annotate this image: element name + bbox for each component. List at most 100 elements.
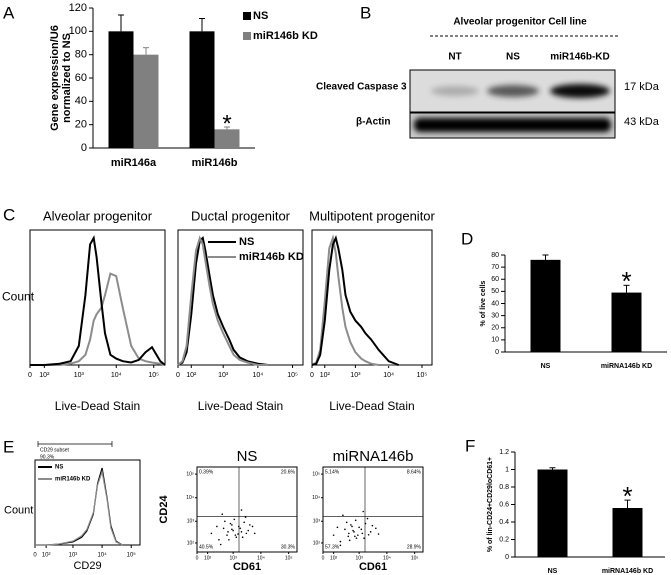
- y-tick-label: 40: [75, 95, 87, 107]
- dot: [371, 524, 374, 527]
- dot: [234, 534, 237, 536]
- y-tick-label: 10²: [313, 540, 321, 546]
- y-tick-label: 10²: [187, 540, 195, 546]
- dot: [357, 534, 359, 536]
- x-tick-label: 10⁵: [285, 555, 293, 561]
- dot: [354, 535, 356, 538]
- y-tick-label: 0.8: [499, 484, 509, 491]
- y-tick-label: 10³: [313, 519, 321, 525]
- dot: [228, 538, 230, 541]
- western-blot: Alveolar progenitor Cell line NT NS miR1…: [316, 17, 660, 139]
- dot: [251, 525, 254, 528]
- dot: [222, 527, 225, 530]
- x-tick-label: 10³: [74, 372, 85, 379]
- dot: [377, 533, 380, 535]
- dot: [226, 534, 228, 536]
- bar: [612, 508, 643, 557]
- dot: [218, 538, 220, 541]
- x-tick-label: 10²: [330, 555, 338, 561]
- y-tick-label: 50: [491, 288, 499, 295]
- histogram-line: [35, 469, 123, 546]
- y-axis-label: Count: [4, 504, 33, 516]
- y-tick-label: 0.2: [499, 536, 509, 543]
- panel-label: D: [461, 229, 473, 248]
- x-tick-label: 10³: [69, 553, 78, 559]
- panel-label: F: [465, 436, 475, 455]
- dot: [235, 536, 238, 539]
- x-tick-label: 10²: [42, 553, 51, 559]
- histogram-line: [30, 272, 166, 366]
- y-axis-label: Gene expression/U6: [49, 25, 61, 131]
- dot: [375, 527, 377, 530]
- quadrant-label: 8.64%: [407, 469, 422, 475]
- y-tick-label: 0: [505, 554, 509, 561]
- x-tick-label: 10³: [218, 372, 229, 379]
- x-tick-label: 0: [322, 555, 325, 561]
- y-tick-label: 10⁴: [312, 495, 320, 501]
- dot: [360, 528, 363, 531]
- dot: [233, 518, 236, 521]
- y-tick-label: 0.6: [499, 501, 509, 508]
- size-label: 43 kDa: [624, 116, 660, 128]
- bar: [108, 31, 134, 148]
- y-tick-label: 70: [491, 264, 499, 271]
- dot: [345, 521, 348, 524]
- legend-label: miR146b KD: [239, 251, 304, 263]
- x-tick-label: 10⁴: [383, 555, 391, 561]
- plot-title: Ductal progenitor: [191, 208, 291, 223]
- x-axis-label: CD29: [73, 560, 101, 572]
- y-tick-label: 1.2: [499, 449, 509, 456]
- row-label: Cleaved Caspase 3: [316, 82, 407, 93]
- legend-label: NS: [239, 236, 254, 248]
- dot: [240, 509, 243, 511]
- dot: [245, 532, 248, 535]
- x-tick-label: 10³: [230, 555, 238, 561]
- dot: [350, 524, 352, 526]
- legend-swatch: [243, 32, 251, 40]
- y-tick-label: 0: [81, 142, 87, 154]
- plot-frame: [311, 229, 433, 366]
- x-tick-label: miR146b: [192, 157, 238, 169]
- dot: [249, 524, 251, 526]
- y-axis-label: % of lin-CD24+CD29loCD61+: [487, 457, 494, 552]
- dot: [367, 533, 370, 536]
- y-axis-label: CD24: [158, 495, 170, 524]
- dot: [361, 532, 364, 535]
- y-tick-label: 10⁵: [312, 471, 320, 477]
- y-tick-label: 10⁵: [186, 471, 194, 477]
- y-tick-label: 1: [505, 466, 509, 473]
- dot: [362, 510, 364, 513]
- y-tick-label: 80: [75, 49, 87, 61]
- dot: [339, 544, 342, 547]
- y-tick-label: 40: [491, 300, 499, 307]
- dot: [240, 531, 243, 533]
- panel-label: A: [3, 3, 15, 22]
- y-tick-label: 0.4: [499, 519, 509, 526]
- plot-frame: [322, 466, 424, 553]
- dot: [247, 529, 250, 532]
- x-tick-label: miR146a: [111, 157, 157, 169]
- y-tick-label: 0: [495, 349, 499, 356]
- bar: [537, 469, 568, 557]
- row-label: β-Actin: [356, 117, 390, 128]
- x-tick-label: 0: [176, 372, 180, 379]
- plot-title: NS: [237, 448, 258, 465]
- dot: [369, 531, 372, 533]
- gate-bracket: [37, 441, 113, 447]
- histogram-line: [30, 234, 166, 366]
- band: [550, 84, 610, 98]
- x-tick-label: 0: [28, 372, 32, 379]
- y-tick-label: 100: [69, 25, 87, 37]
- x-tick-label: 10³: [350, 372, 361, 379]
- dot: [243, 521, 245, 524]
- dot: [244, 516, 247, 518]
- histogram-line: [177, 236, 269, 366]
- gate-label: 90.3%: [40, 454, 55, 460]
- dot: [227, 531, 229, 533]
- lane-label: miR146b-KD: [550, 52, 609, 63]
- dot: [363, 537, 365, 539]
- band: [414, 118, 611, 132]
- quadrant-label: 28.9%: [407, 544, 422, 550]
- x-tick-label: 10⁴: [257, 555, 265, 561]
